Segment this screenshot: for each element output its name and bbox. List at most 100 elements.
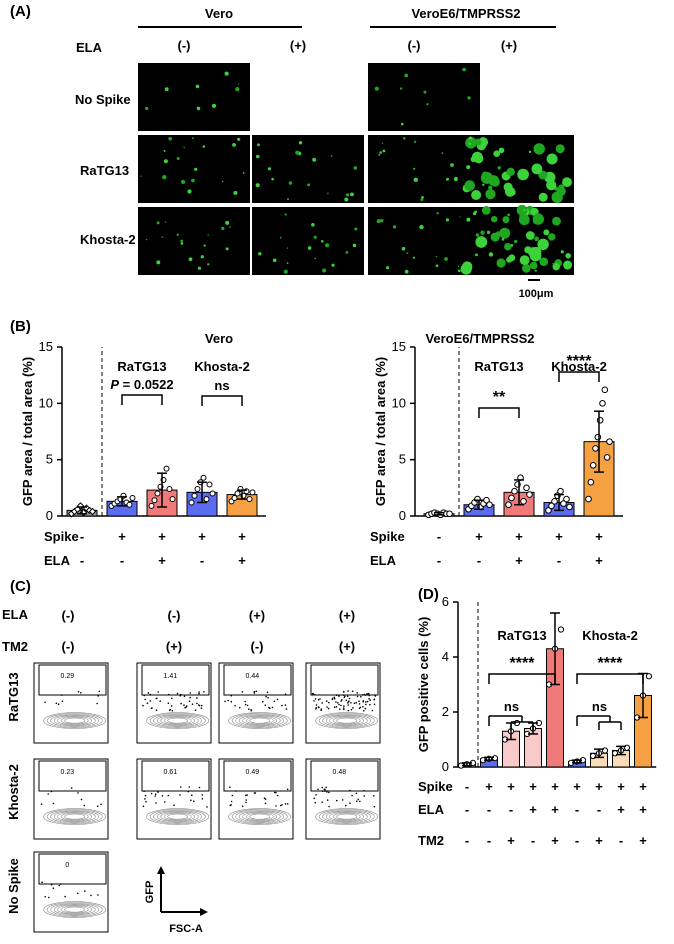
contour-line bbox=[235, 810, 285, 824]
gfp-spot bbox=[229, 226, 231, 228]
condition-symbol: - bbox=[465, 802, 469, 817]
gfp-spot bbox=[194, 167, 198, 171]
data-point bbox=[234, 490, 241, 497]
event-dot bbox=[234, 705, 236, 707]
event-dot bbox=[143, 694, 146, 697]
event-dot bbox=[341, 699, 343, 701]
gfp-spot bbox=[196, 106, 201, 111]
event-dot bbox=[50, 790, 53, 793]
condition-symbol: + bbox=[551, 779, 559, 794]
gfp-spot bbox=[313, 235, 317, 239]
panel-letter-c: (C) bbox=[10, 578, 31, 595]
condition-symbol: + bbox=[617, 802, 625, 817]
contour-line bbox=[57, 811, 93, 822]
contour-line bbox=[46, 713, 103, 728]
event-dot bbox=[343, 691, 345, 693]
data-point bbox=[606, 438, 613, 445]
condition-symbol: + bbox=[118, 529, 126, 544]
event-dot bbox=[70, 787, 73, 789]
condition-symbol: + bbox=[595, 779, 603, 794]
micrograph bbox=[368, 207, 480, 275]
contour-line bbox=[249, 813, 271, 820]
row-label-no-spike: No Spike bbox=[75, 92, 131, 107]
gfp-spot bbox=[203, 244, 206, 247]
gfp-spot bbox=[307, 246, 312, 250]
event-dot bbox=[179, 695, 182, 697]
event-dot bbox=[333, 706, 336, 708]
event-dot bbox=[230, 694, 233, 697]
flow-plot bbox=[136, 662, 212, 744]
event-dot bbox=[327, 707, 330, 710]
gate-value: 0.61 bbox=[163, 769, 177, 776]
gfp-spot bbox=[491, 216, 498, 223]
event-dot bbox=[183, 695, 186, 698]
event-dot bbox=[273, 791, 276, 794]
gfp-spot bbox=[519, 214, 524, 219]
gfp-spot bbox=[232, 143, 236, 147]
gfp-spot bbox=[161, 236, 164, 238]
event-dot bbox=[245, 799, 247, 801]
gfp-spot bbox=[528, 150, 532, 154]
event-dot bbox=[144, 794, 147, 797]
contour-line bbox=[231, 809, 288, 824]
micrograph bbox=[138, 135, 250, 203]
contour-line bbox=[315, 808, 379, 825]
gate-box bbox=[141, 664, 210, 696]
gfp-spot bbox=[548, 233, 556, 241]
ela-condition: (+) bbox=[249, 608, 265, 623]
event-dot bbox=[286, 803, 289, 805]
event-dot bbox=[179, 794, 181, 796]
event-dot bbox=[83, 804, 86, 807]
event-dot bbox=[347, 704, 350, 706]
flow-plot bbox=[33, 662, 109, 744]
condition-symbol: + bbox=[555, 529, 563, 544]
data-point bbox=[596, 416, 604, 424]
event-dot bbox=[198, 786, 201, 789]
event-dot bbox=[357, 798, 360, 801]
event-dot bbox=[347, 690, 349, 692]
gfp-spot bbox=[224, 71, 229, 76]
gfp-spot bbox=[235, 87, 240, 92]
annotation-bracket bbox=[558, 371, 600, 382]
contour-line bbox=[146, 712, 210, 729]
contour-line bbox=[64, 813, 86, 820]
gfp-spot bbox=[555, 144, 565, 154]
event-dot bbox=[333, 696, 336, 699]
gfp-spot bbox=[543, 229, 550, 236]
event-dot bbox=[343, 705, 345, 707]
gfp-spot bbox=[462, 67, 466, 72]
gfp-spot bbox=[506, 167, 515, 176]
gfp-spot bbox=[499, 227, 511, 239]
gfp-spot bbox=[191, 178, 195, 183]
contour-line bbox=[60, 716, 89, 725]
gfp-spot bbox=[457, 265, 460, 268]
micrograph bbox=[368, 135, 480, 203]
condition-symbol: + bbox=[485, 779, 493, 794]
gfp-spot bbox=[446, 177, 449, 181]
event-dot bbox=[149, 700, 151, 702]
data-point bbox=[126, 501, 133, 508]
condition-symbol: + bbox=[551, 802, 559, 817]
gfp-spot bbox=[546, 180, 557, 191]
event-dot bbox=[356, 695, 359, 698]
gate-value: 0.29 bbox=[60, 673, 74, 680]
contour-line bbox=[60, 905, 89, 914]
data-point bbox=[446, 510, 453, 518]
condition-symbol: + bbox=[507, 833, 515, 848]
panel-letter-b: (B) bbox=[10, 318, 31, 335]
gfp-spot bbox=[552, 262, 555, 266]
contour-line bbox=[238, 810, 281, 823]
event-dot bbox=[201, 798, 204, 800]
event-dot bbox=[80, 798, 83, 801]
event-dot bbox=[194, 709, 197, 711]
data-point bbox=[511, 487, 518, 495]
gfp-spot bbox=[468, 136, 473, 140]
event-dot bbox=[96, 805, 99, 807]
flow-plot bbox=[136, 758, 212, 840]
gfp-spot bbox=[258, 252, 262, 256]
event-dot bbox=[371, 709, 374, 712]
event-dot bbox=[356, 800, 358, 802]
flow-plot bbox=[33, 851, 109, 933]
condition-symbol: - bbox=[575, 833, 579, 848]
event-dot bbox=[373, 703, 376, 706]
